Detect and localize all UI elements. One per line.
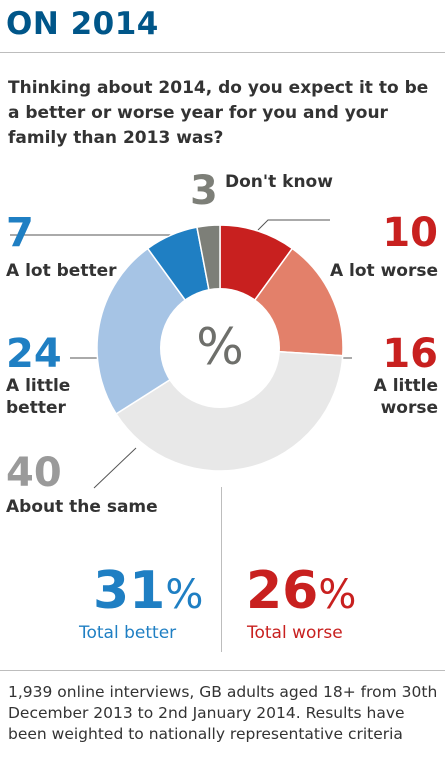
label-little-better-line2: better (6, 398, 66, 418)
title-divider (0, 52, 445, 53)
value-lot-better: 7 (6, 210, 34, 256)
methodology-note: 1,939 online interviews, GB adults aged … (8, 683, 438, 743)
donut-chart: % (10, 219, 352, 489)
donut-hole (160, 288, 280, 408)
label-little-worse-line2: worse (380, 398, 438, 418)
total-worse-number: 26 (246, 561, 319, 621)
total-worse-unit: % (318, 572, 357, 618)
total-worse-label: Total worse (247, 623, 343, 643)
value-same: 40 (6, 450, 62, 496)
value-dont-know: 3 (190, 168, 218, 214)
total-better-label: Total better (79, 623, 177, 643)
total-better-value: 31% (93, 561, 203, 625)
total-better-number: 31 (93, 561, 166, 621)
label-same: About the same (6, 497, 158, 517)
survey-question: Thinking about 2014, do you expect it to… (8, 78, 429, 148)
percent-symbol: % (196, 318, 244, 376)
leader-line-same (93, 447, 137, 489)
value-little-worse: 16 (382, 331, 438, 377)
chart-title: ON 2014 (6, 6, 159, 42)
label-little-worse-line1: A little (373, 376, 438, 396)
value-lot-worse: 10 (382, 210, 438, 256)
label-dont-know: Don't know (225, 172, 333, 192)
label-little-better-line1: A little (6, 376, 71, 396)
footer-divider (0, 670, 445, 671)
slice-little-better (96, 247, 222, 415)
totals-divider (221, 487, 222, 652)
leader-line-lot-worse (257, 219, 330, 231)
value-little-better: 24 (6, 331, 62, 377)
label-lot-better: A lot better (6, 261, 117, 281)
total-better-unit: % (165, 572, 204, 618)
total-worse-value: 26% (246, 561, 356, 625)
label-lot-worse: A lot worse (329, 261, 438, 281)
